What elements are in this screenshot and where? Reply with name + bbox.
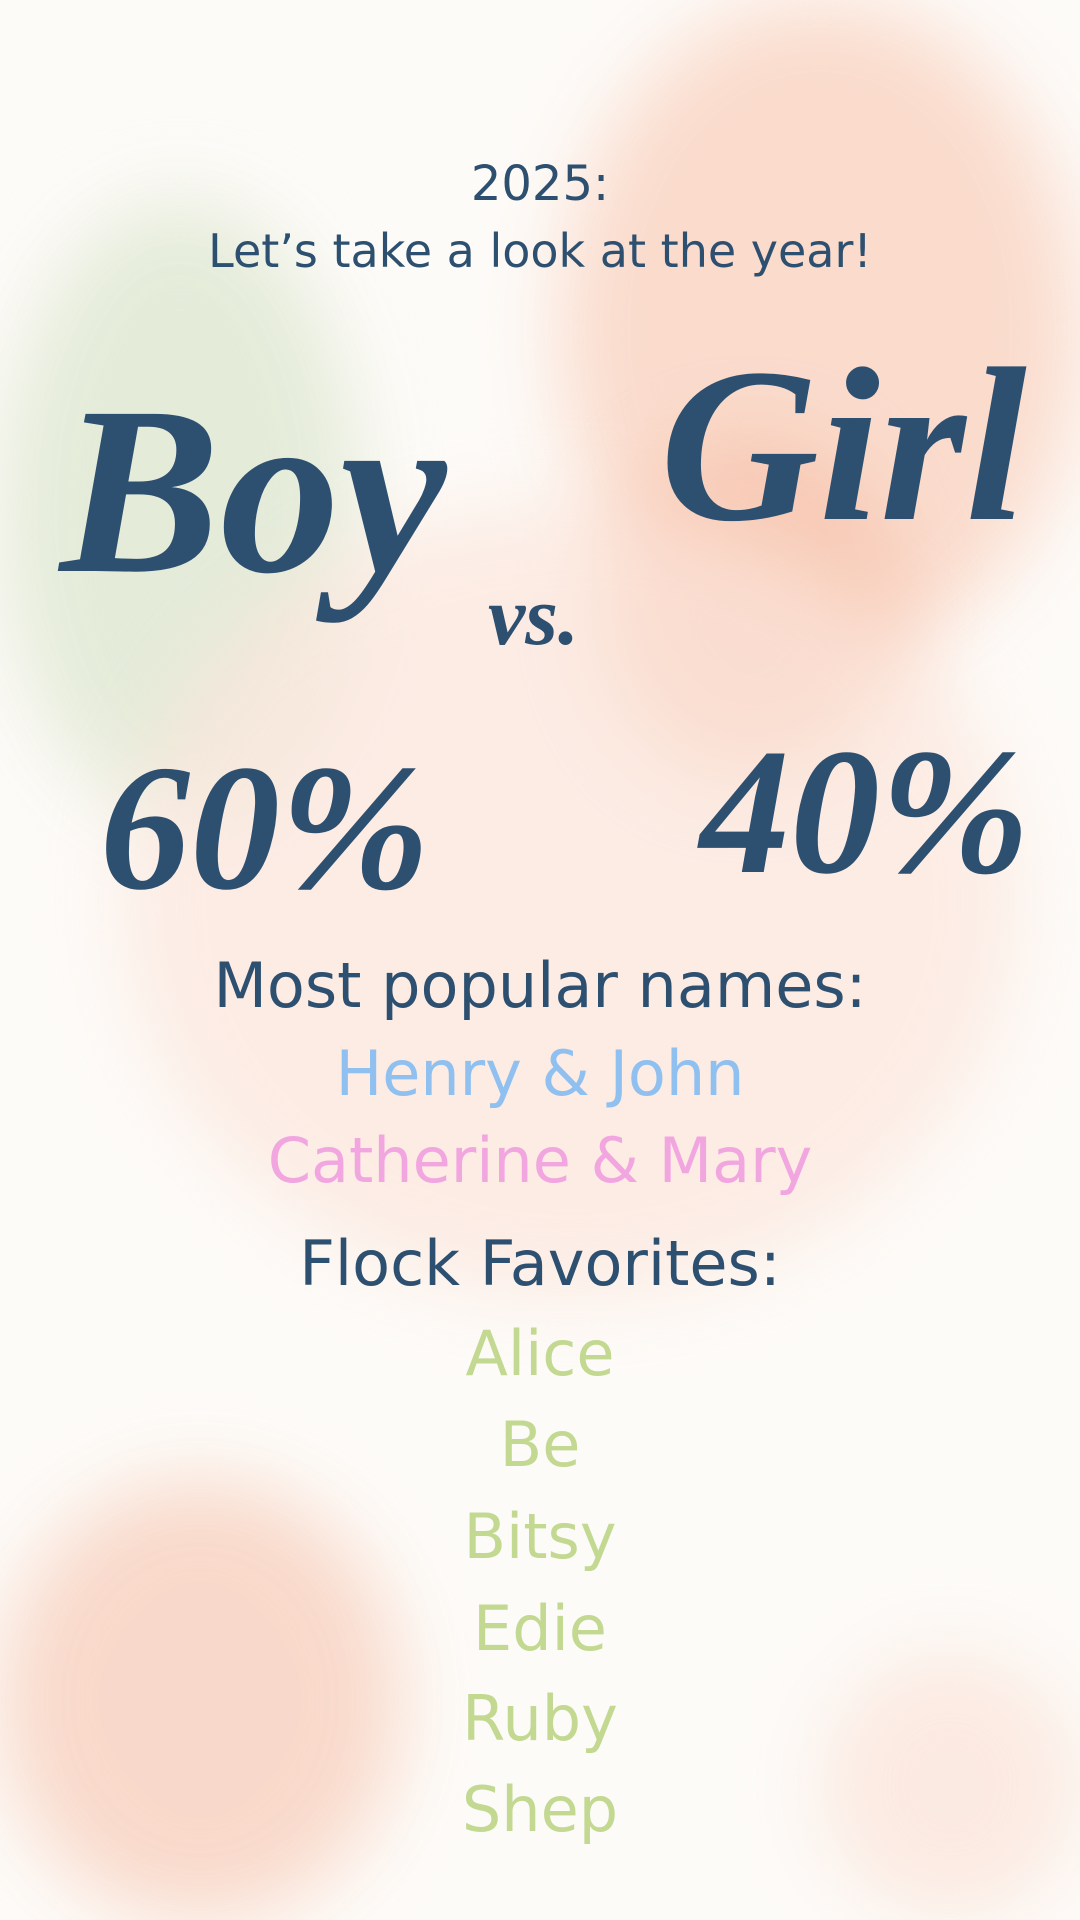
favorite-name: Ruby bbox=[462, 1682, 618, 1755]
popular-names-heading: Most popular names: bbox=[213, 949, 867, 1022]
popular-boy-names: Henry & John bbox=[335, 1037, 745, 1110]
favorite-name: Alice bbox=[465, 1317, 615, 1390]
year-heading: 2025: bbox=[470, 156, 610, 212]
favorite-name: Bitsy bbox=[463, 1500, 617, 1573]
girl-percent: 40% bbox=[700, 712, 1030, 911]
favorite-name: Be bbox=[499, 1408, 581, 1481]
boy-label: Boy bbox=[60, 357, 447, 623]
peach-wash-bottom-left bbox=[0, 1480, 400, 1920]
favorite-name: Shep bbox=[461, 1773, 619, 1846]
subtitle: Let’s take a look at the year! bbox=[208, 224, 872, 278]
boy-percent: 60% bbox=[100, 728, 430, 927]
favorite-name: Edie bbox=[473, 1592, 607, 1665]
girl-label: Girl bbox=[660, 323, 1027, 567]
vs-label: vs. bbox=[488, 570, 579, 663]
peach-wash-center bbox=[120, 500, 1020, 1300]
peach-wash-bottom-right bbox=[820, 1650, 1080, 1920]
popular-girl-names: Catherine & Mary bbox=[267, 1124, 813, 1197]
flock-favorites-heading: Flock Favorites: bbox=[299, 1227, 781, 1300]
